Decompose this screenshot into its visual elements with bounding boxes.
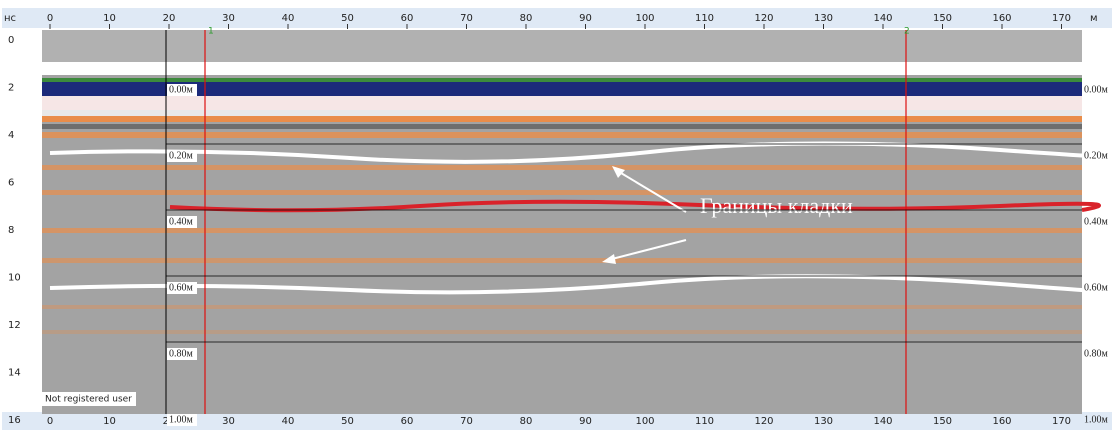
left-tick-label: 8	[8, 225, 14, 236]
bottom-tick-label: 150	[933, 416, 952, 427]
top-tick-label: 50	[341, 13, 354, 24]
bottom-tick-label: 80	[520, 416, 533, 427]
bottom-tick-label: 40	[282, 416, 295, 427]
top-tick-label: 0	[47, 13, 53, 24]
marker-label: 1	[208, 27, 214, 37]
top-tick-label: 30	[222, 13, 235, 24]
depth-label: 0.40м	[169, 216, 194, 227]
left-tick-label: 4	[8, 130, 14, 141]
bottom-tick-label: 170	[1052, 416, 1071, 427]
top-tick-label: 130	[814, 13, 833, 24]
depth-label: 0.00м	[1084, 84, 1109, 95]
watermark: Not registered user	[45, 395, 132, 405]
bottom-tick-label: 160	[992, 416, 1011, 427]
depth-label: 0.80м	[169, 348, 194, 359]
band	[42, 165, 1082, 170]
top-tick-label: 80	[520, 13, 533, 24]
depth-label: 0.20м	[169, 150, 194, 161]
top-tick-label: 100	[635, 13, 654, 24]
left-tick-label: 0	[8, 35, 14, 46]
top-tick-label: 170	[1052, 13, 1071, 24]
depth-label: 0.60м	[1084, 282, 1109, 293]
band	[42, 190, 1082, 195]
radargram	[42, 30, 1114, 414]
top-axis-unit: м	[1090, 13, 1098, 24]
top-tick-label: 120	[754, 13, 773, 24]
band	[42, 82, 1082, 96]
depth-label: 0.00м	[169, 84, 194, 95]
bottom-tick-label: 30	[222, 416, 235, 427]
band	[42, 124, 1082, 129]
top-tick-label: 60	[401, 13, 414, 24]
annotation: Границы кладки	[700, 193, 853, 218]
band	[42, 30, 1082, 62]
bottom-tick-label: 140	[873, 416, 892, 427]
band	[42, 228, 1082, 233]
bottom-tick-label: 60	[401, 416, 414, 427]
bottom-tick-label: 120	[754, 416, 773, 427]
bottom-tick-label: 50	[341, 416, 354, 427]
bottom-tick-label: 0	[47, 416, 53, 427]
top-tick-label: 90	[579, 13, 592, 24]
bottom-tick-label: 90	[579, 416, 592, 427]
top-tick-label: 20	[163, 13, 176, 24]
band	[42, 132, 1082, 138]
left-tick-label: 16	[8, 415, 21, 426]
bottom-tick-label: 70	[460, 416, 473, 427]
top-tick-label: 150	[933, 13, 952, 24]
depth-label: 0.40м	[1084, 216, 1109, 227]
band	[42, 78, 1082, 82]
top-tick-label: 110	[695, 13, 714, 24]
depth-label: 1.00м	[169, 414, 194, 425]
bottom-tick-label: 10	[103, 416, 116, 427]
left-tick-label: 10	[8, 273, 21, 284]
depth-label: 0.80м	[1084, 348, 1109, 359]
top-tick-label: 70	[460, 13, 473, 24]
band	[42, 330, 1082, 334]
marker-label: 2	[904, 27, 910, 37]
band	[42, 110, 1082, 116]
left-tick-label: 2	[8, 83, 14, 94]
left-tick-label: 14	[8, 368, 21, 379]
left-tick-label: 6	[8, 178, 14, 189]
depth-label: 0.60м	[169, 282, 194, 293]
depth-label: 1.00м	[1084, 414, 1109, 425]
bottom-tick-label: 130	[814, 416, 833, 427]
top-tick-label: 10	[103, 13, 116, 24]
left-tick-label: 12	[8, 320, 21, 331]
top-tick-label: 140	[873, 13, 892, 24]
top-tick-label: 40	[282, 13, 295, 24]
band	[42, 62, 1082, 75]
bottom-tick-label: 110	[695, 416, 714, 427]
top-tick-label: 160	[992, 13, 1011, 24]
top-axis-unit: нс	[4, 13, 16, 24]
radargram-window: Границы кладки Not registered user нс м …	[0, 0, 1114, 432]
band	[42, 258, 1082, 263]
band	[42, 305, 1082, 309]
band	[42, 116, 1082, 122]
bottom-tick-label: 100	[635, 416, 654, 427]
band	[42, 96, 1082, 110]
depth-label: 0.20м	[1084, 150, 1109, 161]
